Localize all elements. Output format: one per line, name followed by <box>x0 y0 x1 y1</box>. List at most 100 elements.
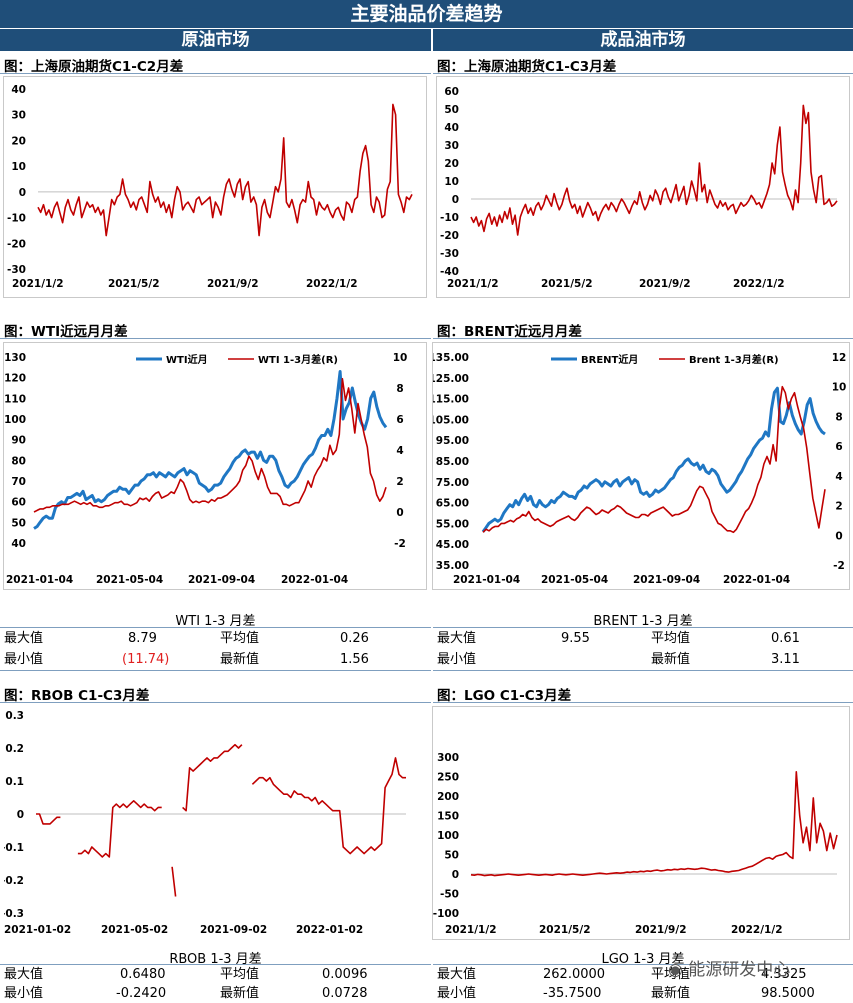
x-tick-label: 2022/1/2 <box>306 278 358 290</box>
y2-tick-label: 2 <box>396 476 403 488</box>
stat-row-brent-1: 最大值 9.55 平均值 0.61 <box>433 630 853 648</box>
stat-value: 8.79 <box>128 631 157 646</box>
y-tick-label: 40 <box>444 122 459 134</box>
y-tick-label: 100 <box>437 830 459 842</box>
divider <box>433 338 853 339</box>
y-tick-label: 80 <box>11 455 26 467</box>
y-tick-label: -30 <box>440 248 459 260</box>
chart-title-sc-c1c3: 图：上海原油期货C1-C3月差 <box>437 59 617 75</box>
stat-row-rbob-1: 最大值 0.6480 平均值 0.0096 <box>0 966 431 984</box>
x-tick-label: 2021-01-04 <box>6 574 73 586</box>
y-tick-label: -0.2 <box>4 875 24 887</box>
divider <box>0 670 431 671</box>
chart-rbob: 0.3 0.2 0.1 0 -0.1 -0.2 -0.3 2021-01-02 2021-05-… <box>3 706 427 938</box>
stat-label: 平均值 <box>651 967 691 982</box>
stat-label: 平均值 <box>220 631 260 646</box>
x-tick-label: 2022/1/2 <box>733 278 785 290</box>
y-tick-label: -50 <box>440 889 459 901</box>
y-tick-label: 115.00 <box>433 394 469 406</box>
y-tick-label: -10 <box>7 213 26 225</box>
stat-value: 9.55 <box>561 631 590 646</box>
legend-label: BRENT近月 <box>581 353 638 366</box>
stat-label: 最大值 <box>437 631 477 646</box>
y-tick-label: 85.00 <box>436 456 469 468</box>
stat-row-brent-2: 最小值 最新值 3.11 <box>433 651 853 669</box>
stat-value: -35.7500 <box>543 986 602 1001</box>
y-tick-label: 0 <box>452 869 459 881</box>
stat-value: -0.2420 <box>116 986 167 1001</box>
y-tick-label: 135.00 <box>433 352 469 364</box>
series-line-1 <box>470 104 838 236</box>
y-tick-label: 150 <box>437 811 459 823</box>
stat-label: 最大值 <box>4 631 44 646</box>
y-tick-label: -100 <box>433 908 459 920</box>
x-tick-label: 2021-09-04 <box>188 574 255 586</box>
series-line-1 <box>470 771 838 877</box>
y-tick-label: 60 <box>444 86 459 98</box>
y2-tick-label: 12 <box>832 352 847 364</box>
y-tick-label: 105.00 <box>433 414 469 426</box>
chart-title-rbob: 图：RBOB C1-C3月差 <box>4 688 150 704</box>
y-tick-label: 60 <box>11 497 26 509</box>
y-tick-label: 100 <box>4 414 26 426</box>
stat-label: 最小值 <box>437 986 477 1001</box>
y-tick-label: 90 <box>11 435 26 447</box>
chart-wti: 130 120 110 100 90 80 70 60 50 40 10 8 6 4 2 0 -2 2021-01… <box>3 342 427 590</box>
divider <box>0 338 431 339</box>
y-tick-label: 30 <box>444 140 459 152</box>
series-line-2 <box>33 377 387 513</box>
y-tick-label: 45.00 <box>436 539 469 551</box>
chart-sc-c1c2: 40 30 20 10 0 -10 -20 -30 2021/1/2 2021/5/2 2021/9… <box>3 76 427 298</box>
divider <box>0 627 431 628</box>
y-tick-label: -0.3 <box>4 908 24 920</box>
y2-tick-label: 8 <box>396 383 403 395</box>
y-tick-label: -20 <box>7 238 26 250</box>
stat-row-wti-2: 最小值 (11.74) 最新值 1.56 <box>0 651 431 669</box>
y-tick-label: 125.00 <box>433 373 469 385</box>
stat-row-rbob-2: 最小值 -0.2420 最新值 0.0728 <box>0 985 431 1003</box>
y2-tick-label: 4 <box>396 445 403 457</box>
x-tick-label: 2021/1/2 <box>445 924 497 936</box>
y2-tick-label: 10 <box>832 382 847 394</box>
chart-rbob-svg: 0.3 0.2 0.1 0 -0.1 -0.2 -0.3 2021-01-02 2021-05-… <box>4 710 406 936</box>
x-tick-label: 2021-09-04 <box>633 574 700 586</box>
series-line-1 <box>481 386 826 533</box>
divider <box>433 670 853 671</box>
stat-row-lgo-2: 最小值 -35.7500 最新值 98.5000 <box>433 985 853 1003</box>
stat-label: 最大值 <box>4 967 44 982</box>
legend-label: WTI近月 <box>166 353 208 366</box>
chart-title-sc-c1c2: 图：上海原油期货C1-C2月差 <box>4 59 184 75</box>
y-tick-label: 70 <box>11 476 26 488</box>
y-tick-label: 40 <box>11 538 26 550</box>
y2-tick-label: 4 <box>835 471 842 483</box>
y-tick-label: 40 <box>11 84 26 96</box>
section-header-products: 成品油市场 <box>433 29 853 51</box>
x-tick-label: 2022/1/2 <box>731 924 783 936</box>
x-tick-label: 2022-01-04 <box>281 574 348 586</box>
watermark-text: 能源研发中心 <box>688 960 791 980</box>
y-tick-label: -10 <box>440 212 459 224</box>
page-banner: 主要油品价差趋势 <box>0 0 853 28</box>
y-tick-label: 75.00 <box>436 477 469 489</box>
y-tick-label: 130 <box>4 352 26 364</box>
stat-value: 0.0096 <box>322 967 368 982</box>
x-tick-label: 2021-01-04 <box>453 574 520 586</box>
y-tick-label: 20 <box>444 158 459 170</box>
chart-title-wti: 图：WTI近远月月差 <box>4 324 128 340</box>
y-tick-label: -20 <box>440 230 459 242</box>
series-line-1 <box>36 743 406 897</box>
stat-value: 4.3325 <box>761 967 807 982</box>
stat-row-wti-1: 最大值 8.79 平均值 0.26 <box>0 630 431 648</box>
chart-sc-c1c3: 60 50 40 30 20 10 0 -10 -20 -30 -40 2021/1/2 2021/5/… <box>436 76 850 298</box>
y-tick-label: 65.00 <box>436 498 469 510</box>
y-tick-label: 50 <box>444 104 459 116</box>
x-tick-label: 2021-05-04 <box>541 574 608 586</box>
series-line-1 <box>37 103 413 237</box>
wechat-icon: ◉ <box>668 960 689 980</box>
stat-label: 最小值 <box>4 652 44 667</box>
y-tick-label: 30 <box>11 110 26 122</box>
stat-value: 0.0728 <box>322 986 368 1001</box>
stat-value: 0.6480 <box>120 967 166 982</box>
x-tick-label: 2021-01-02 <box>4 924 71 936</box>
divider <box>0 73 431 74</box>
